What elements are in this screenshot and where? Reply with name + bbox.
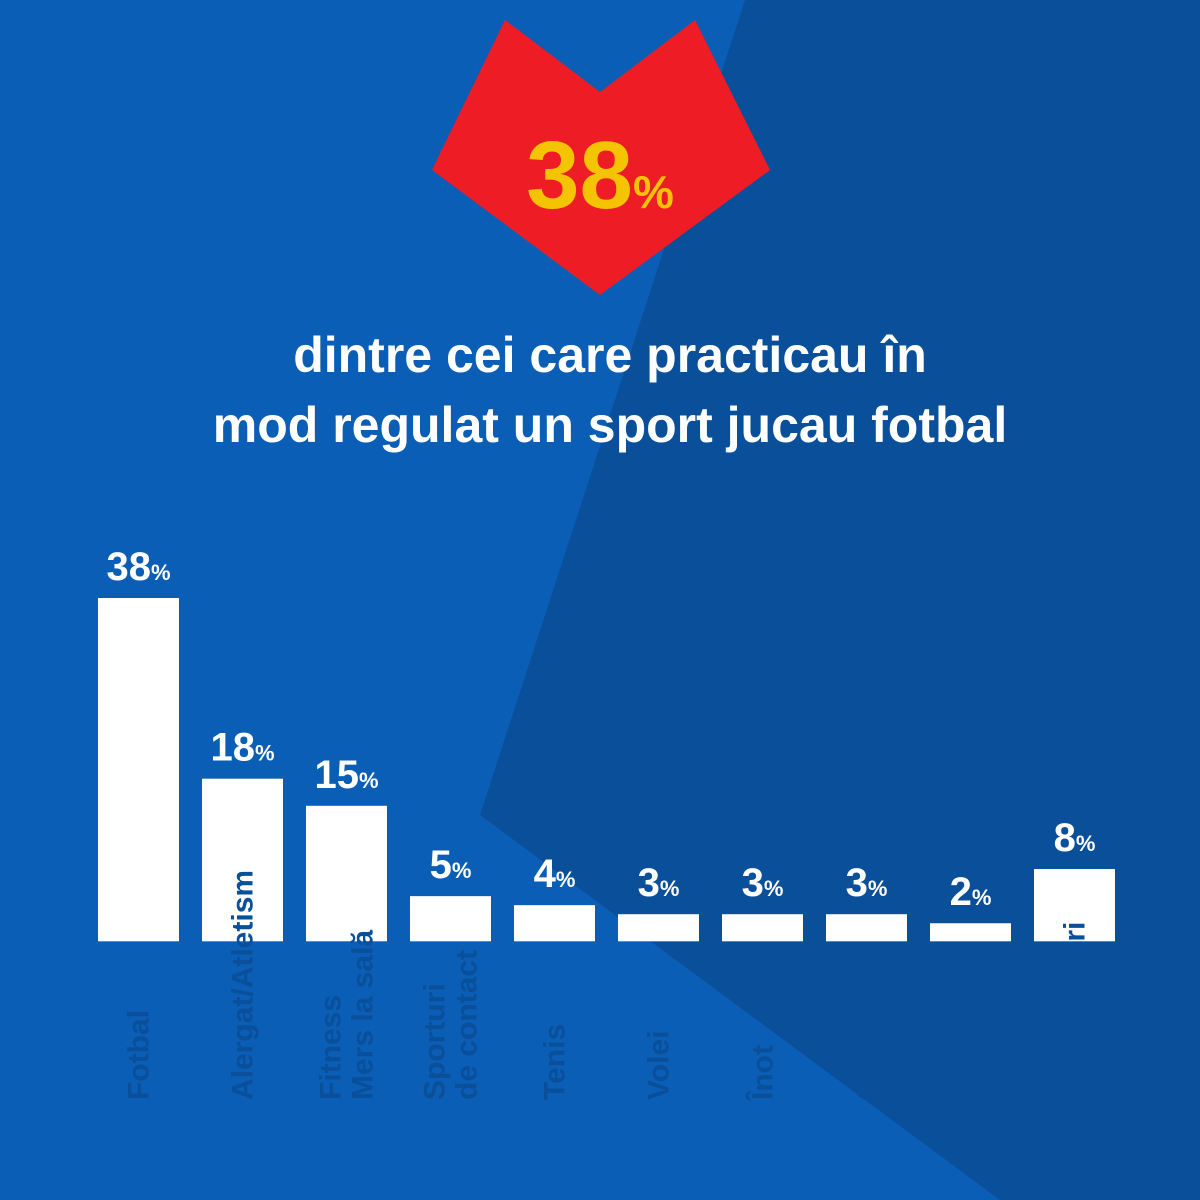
category-label: Volei bbox=[643, 1031, 676, 1100]
category-label: Alergat/Atletism bbox=[227, 870, 260, 1100]
category-label: Alte sporturi bbox=[1059, 922, 1092, 1100]
category-label: Handbal bbox=[955, 982, 988, 1100]
category-label: Tenis bbox=[539, 1024, 572, 1100]
highlight-badge bbox=[432, 20, 770, 295]
value-label: 8% bbox=[1054, 816, 1096, 860]
category-label-line: de contact bbox=[451, 950, 484, 1100]
category-label: Înot bbox=[746, 1045, 780, 1102]
category-label-line: Sporturi bbox=[419, 983, 452, 1100]
value-label: 3% bbox=[638, 861, 680, 905]
subtitle-line: mod regulat un sport jucau fotbal bbox=[213, 397, 1007, 453]
bar bbox=[514, 905, 595, 942]
bar bbox=[1034, 869, 1115, 942]
category-label-line: Fitness bbox=[315, 995, 348, 1100]
category-label-line: Alergat/Atletism bbox=[227, 870, 260, 1100]
value-label: 2% bbox=[950, 870, 992, 914]
bar bbox=[618, 914, 699, 942]
category-label-line: Handbal bbox=[955, 982, 988, 1100]
value-label: 38% bbox=[106, 545, 170, 589]
category-label-line: Alte sporturi bbox=[1059, 922, 1092, 1100]
category-label-line: Tenis bbox=[539, 1024, 572, 1100]
bar bbox=[930, 923, 1011, 942]
value-label: 3% bbox=[846, 861, 888, 905]
highlight-value: 38% bbox=[526, 122, 674, 229]
category-label: Fotbal bbox=[123, 1010, 156, 1100]
value-label: 3% bbox=[742, 861, 784, 905]
bar bbox=[98, 598, 179, 942]
bar bbox=[306, 805, 387, 942]
category-label: Sporturide contact bbox=[419, 950, 484, 1100]
category-label-line: Înot bbox=[746, 1045, 780, 1102]
category-label-line: Volei bbox=[643, 1031, 676, 1100]
value-label: 5% bbox=[430, 843, 472, 887]
value-label: 18% bbox=[210, 726, 274, 770]
category-label: Ciclism bbox=[851, 993, 884, 1100]
background-shade bbox=[480, 0, 1200, 1200]
category-label-line: Fotbal bbox=[123, 1010, 156, 1100]
value-label: 15% bbox=[314, 753, 378, 797]
subtitle-line: dintre cei care practicau în bbox=[293, 327, 927, 383]
bar bbox=[202, 778, 283, 942]
bar bbox=[826, 914, 907, 942]
category-label: FitnessMers la sală bbox=[315, 930, 380, 1100]
bar bbox=[410, 896, 491, 942]
value-label: 4% bbox=[534, 852, 576, 896]
category-label-line: Mers la sală bbox=[347, 930, 380, 1100]
bar bbox=[722, 914, 803, 942]
category-label-line: Ciclism bbox=[851, 993, 884, 1100]
